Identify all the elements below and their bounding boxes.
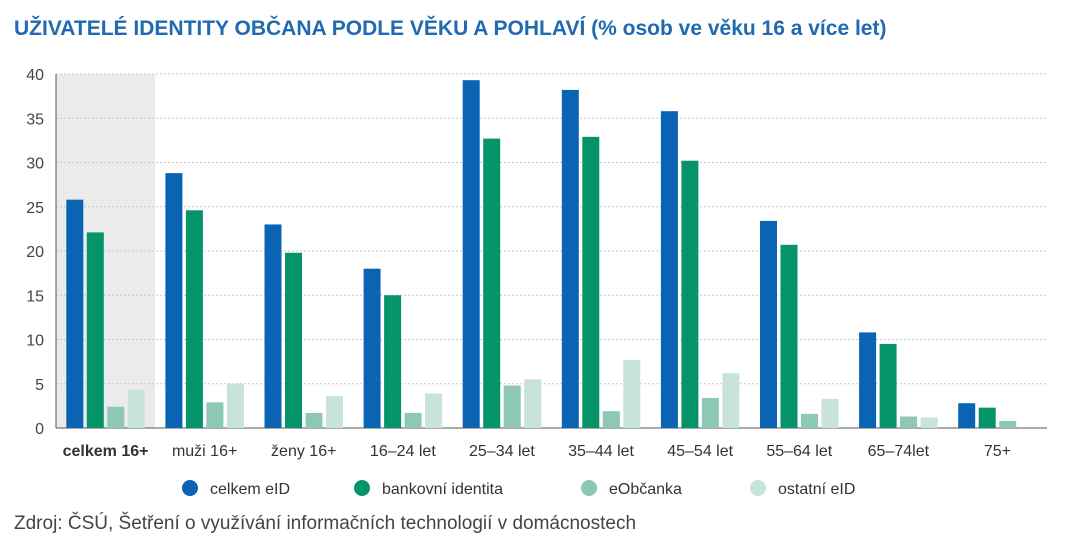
x-tick-label: 35–44 let (568, 443, 634, 460)
x-tick-label: ženy 16+ (271, 443, 336, 460)
legend-marker (182, 480, 198, 496)
y-tick-label: 10 (26, 333, 44, 350)
bar-eObčanka (503, 385, 521, 428)
bar-bankovní-identita (483, 138, 501, 429)
legend-marker (581, 480, 597, 496)
bar-eObčanka (107, 406, 125, 428)
x-tick-label: celkem 16+ (63, 443, 149, 460)
bar-eObčanka (801, 413, 818, 428)
chart-bars (66, 80, 1017, 429)
legend-marker (750, 480, 766, 496)
bar-celkem-eID (561, 89, 579, 429)
bar-eObčanka (206, 402, 224, 428)
bar-ostatní-eID (722, 373, 740, 428)
legend-marker (354, 480, 370, 496)
bar-eObčanka (701, 397, 719, 428)
chart-title: UŽIVATELÉ IDENTITY OBČANA PODLE VĚKU A P… (14, 17, 886, 41)
bar-eObčanka (999, 420, 1017, 428)
bar-ostatní-eID (524, 379, 542, 428)
bar-ostatní-eID (425, 393, 443, 428)
x-tick-label: 16–24 let (370, 443, 436, 460)
legend-label: ostatní eID (778, 481, 855, 498)
source-note: Zdroj: ČSÚ, Šetření o využívání informač… (14, 513, 637, 534)
chart-grid (55, 73, 1047, 429)
bar-celkem-eID (363, 268, 381, 428)
bar-celkem-eID (165, 173, 183, 428)
y-tick-label: 40 (26, 67, 44, 84)
bar-bankovní-identita (384, 295, 402, 428)
chart-labels: 0 5 10 15 20 25 30 35 40 celkem 16+ muži 16+ ženy 1… (26, 67, 1011, 460)
x-tick-label: 75+ (984, 443, 1011, 460)
bar-ostatní-eID (623, 359, 641, 428)
bar-bankovní-identita (978, 407, 996, 428)
x-tick-label: 45–54 let (667, 443, 733, 460)
bar-ostatní-eID (326, 396, 343, 428)
bar-eObčanka (404, 412, 422, 428)
x-tick-label: muži 16+ (172, 443, 237, 460)
bar-eObčanka (602, 411, 620, 428)
bar-chart: 0 5 10 15 20 25 30 35 40 celkem 16+ muži 16+ ženy 1… (26, 67, 1047, 498)
y-tick-label: 35 (26, 111, 44, 128)
y-tick-label: 5 (35, 377, 44, 394)
y-tick-label: 30 (26, 156, 44, 173)
bar-eObčanka (900, 416, 918, 428)
bar-celkem-eID (760, 220, 777, 428)
x-tick-label: 65–74let (868, 443, 930, 460)
y-tick-label: 20 (26, 244, 44, 261)
bar-eObčanka (305, 412, 323, 428)
y-tick-label: 15 (26, 288, 44, 305)
bar-bankovní-identita (86, 232, 104, 428)
x-tick-label: 55–64 let (766, 443, 832, 460)
chart-title-main: UŽIVATELÉ IDENTITY OBČANA PODLE VĚKU A P… (14, 17, 586, 40)
bar-bankovní-identita (582, 136, 600, 428)
legend-label: eObčanka (609, 481, 682, 498)
chart-legend: celkem eID bankovní identita eObčanka ostat… (182, 480, 855, 498)
bar-celkem-eID (264, 224, 282, 428)
bar-ostatní-eID (226, 383, 244, 428)
legend-label: celkem eID (210, 481, 290, 498)
chart-title-suffix: (% osob ve věku 16 a více let) (591, 17, 887, 40)
y-tick-label: 0 (35, 421, 44, 438)
bar-ostatní-eID (127, 389, 145, 428)
bar-celkem-eID (660, 111, 678, 429)
x-tick-label: 25–34 let (469, 443, 535, 460)
bar-celkem-eID (859, 332, 877, 428)
bar-celkem-eID (66, 199, 84, 428)
bar-bankovní-identita (879, 343, 897, 428)
legend-label: bankovní identita (382, 481, 503, 498)
bar-bankovní-identita (285, 252, 302, 428)
bar-celkem-eID (462, 80, 480, 428)
bar-ostatní-eID (821, 398, 839, 428)
bar-bankovní-identita (185, 210, 203, 428)
bar-celkem-eID (958, 403, 976, 428)
bar-bankovní-identita (681, 160, 699, 429)
bar-bankovní-identita (780, 244, 798, 428)
y-tick-label: 25 (26, 200, 44, 217)
bar-ostatní-eID (920, 417, 938, 428)
